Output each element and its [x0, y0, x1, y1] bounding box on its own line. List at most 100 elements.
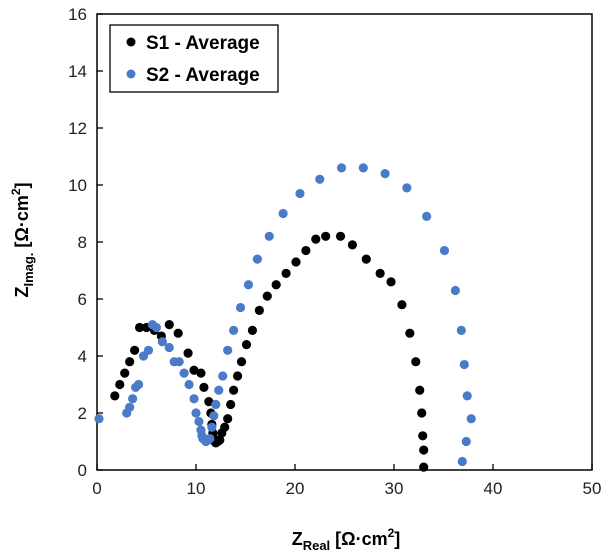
data-point-s1	[291, 257, 301, 267]
x-axis-label: ZReal [Ω·cm2]	[292, 526, 401, 553]
data-point-s2	[336, 163, 347, 173]
x-axis-label-sup: 2	[388, 526, 395, 540]
data-point-s2	[295, 188, 305, 199]
x-tick-label: 30	[385, 479, 404, 498]
data-point-s2	[466, 414, 476, 424]
data-point-s1	[281, 268, 291, 278]
data-point-s1	[232, 371, 243, 381]
legend-marker-s1	[126, 37, 136, 47]
x-tick-label: 50	[583, 479, 602, 498]
x-axis-label-close: ]	[394, 529, 400, 549]
data-point-s1	[262, 291, 272, 301]
data-point-s2	[184, 379, 194, 390]
data-point-s1	[226, 399, 236, 410]
data-point-s2	[229, 325, 239, 335]
data-point-s2	[461, 436, 471, 447]
legend-label-s2: S2 - Average	[146, 65, 260, 86]
data-point-s1	[110, 391, 120, 401]
data-point-s1	[418, 431, 428, 441]
y-axis-label-sub: Imag.	[21, 253, 36, 287]
data-point-s2	[189, 394, 199, 404]
data-point-s2	[457, 456, 467, 467]
data-point-s2	[380, 169, 390, 179]
data-point-s1	[386, 277, 396, 287]
data-point-s1	[173, 328, 183, 338]
data-point-s2	[133, 379, 144, 390]
data-point-s2	[358, 163, 368, 173]
data-point-s1	[411, 357, 421, 367]
data-point-s1	[417, 408, 427, 418]
data-point-s1	[189, 365, 199, 375]
data-point-s2	[207, 422, 217, 432]
data-point-s1	[134, 322, 145, 333]
data-point-s1	[375, 268, 385, 278]
data-point-s1	[347, 240, 358, 250]
data-point-s2	[243, 280, 254, 290]
x-tick-label: 20	[286, 479, 305, 498]
legend-label-s1: S1 - Average	[146, 33, 260, 54]
data-point-s2	[128, 394, 138, 404]
data-point-s2	[450, 285, 460, 296]
data-point-s1	[223, 414, 233, 424]
x-axis-label-unit: [Ω·cm	[330, 529, 387, 549]
data-point-s2	[264, 231, 274, 241]
y-axis-label-sup: 2	[9, 188, 23, 195]
data-point-s1	[415, 385, 425, 395]
data-point-s2	[157, 337, 167, 347]
data-point-s2	[214, 385, 224, 395]
x-axis-ticks: 0 10 20 30 40 50	[92, 464, 601, 498]
data-point-s2	[211, 399, 221, 410]
data-point-s1	[405, 328, 415, 338]
x-axis-label-main: Z	[292, 529, 303, 549]
y-axis-label-close: ]	[12, 182, 32, 188]
y-tick-label: 14	[68, 62, 87, 81]
x-axis-label-sub: Real	[303, 538, 330, 553]
data-point-s1	[419, 462, 429, 472]
data-point-s1	[271, 280, 281, 290]
data-point-s1	[196, 368, 206, 378]
data-point-s1	[204, 397, 214, 407]
data-point-s2	[179, 368, 189, 378]
x-tick-label: 40	[484, 479, 503, 498]
data-point-s1	[220, 422, 230, 432]
legend-marker-s2	[126, 69, 136, 79]
data-point-s1	[321, 231, 331, 241]
y-axis-label-unit: [Ω·cm	[12, 195, 32, 252]
y-axis-label: ZImag. [Ω·cm2]	[9, 182, 36, 297]
data-point-s2	[174, 357, 184, 367]
data-point-s2	[315, 174, 325, 184]
series-s1	[110, 231, 429, 472]
data-point-s2	[143, 345, 154, 355]
data-point-s1	[130, 345, 140, 355]
data-point-s1	[311, 234, 321, 244]
data-point-s2	[205, 434, 215, 444]
data-point-s1	[247, 325, 258, 335]
data-point-s2	[459, 359, 469, 370]
data-point-s2	[125, 402, 135, 412]
data-point-s1	[183, 348, 193, 358]
data-point-s1	[241, 340, 252, 350]
data-point-s2	[223, 345, 233, 355]
data-point-s2	[218, 371, 228, 381]
data-point-s1	[236, 357, 247, 367]
data-point-s2	[164, 342, 174, 353]
data-point-s1	[164, 320, 174, 330]
legend: S1 - Average S2 - Average	[109, 24, 279, 93]
data-point-s2	[235, 302, 246, 313]
x-tick-label: 10	[187, 479, 206, 498]
data-point-s2	[94, 414, 104, 424]
data-point-s2	[191, 408, 201, 418]
y-tick-label: 4	[78, 347, 87, 366]
data-point-s2	[252, 254, 262, 264]
y-tick-label: 10	[68, 176, 87, 195]
data-point-s2	[402, 183, 412, 193]
y-axis-label-main: Z	[12, 287, 32, 298]
data-point-s2	[456, 325, 466, 335]
x-tick-label: 0	[92, 479, 101, 498]
data-point-s2	[278, 208, 288, 219]
data-point-s1	[361, 254, 371, 264]
y-axis-ticks: 0 2 4 6 8 10 12 14 16	[68, 5, 103, 480]
data-point-s1	[199, 382, 209, 392]
series-s2	[94, 163, 476, 467]
